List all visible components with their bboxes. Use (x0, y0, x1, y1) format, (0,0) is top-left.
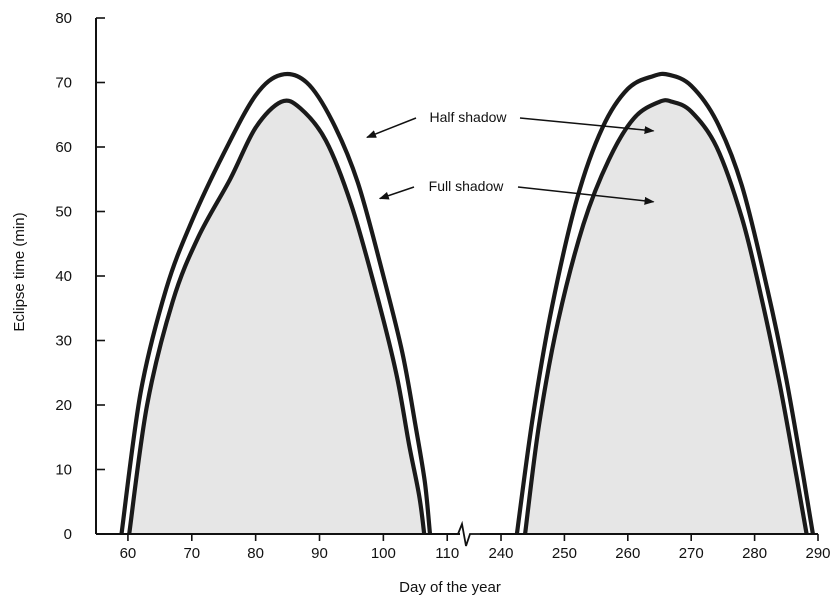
x-tick-label: 250 (552, 545, 577, 562)
axis-break-mark (457, 520, 482, 547)
x-axis-title: Day of the year (399, 579, 501, 596)
y-tick-label: 40 (55, 268, 72, 285)
axis-ticks: 0 10 20 30 40 50 60 70 80 60 70 80 90 100 110 240 250 260… (55, 10, 830, 562)
half-shadow-curve (119, 71, 433, 535)
full-shadow-fill (129, 100, 425, 535)
y-tick-label: 0 (64, 526, 72, 543)
x-tick-label: 290 (805, 545, 830, 562)
full-shadow-arrow (517, 186, 655, 205)
half-shadow-arrow (366, 117, 417, 139)
x-tick-label: 90 (311, 545, 328, 562)
full-shadow-label: Full shadow (429, 178, 505, 194)
y-axis-title: Eclipse time (min) (11, 212, 28, 331)
full-shadow-curve (523, 98, 809, 535)
x-tick-label: 280 (742, 545, 767, 562)
full-shadow-curve (127, 98, 427, 535)
half-shadow-arrow (519, 117, 655, 134)
y-tick-label: 70 (55, 75, 72, 92)
y-tick-label: 20 (55, 397, 72, 414)
full-shadow-arrow (378, 186, 415, 200)
y-tick-label: 50 (55, 204, 72, 221)
x-tick-label: 100 (371, 545, 396, 562)
shadow-fills (129, 100, 807, 535)
x-tick-label: 70 (183, 545, 200, 562)
y-tick-label: 10 (55, 462, 72, 479)
shadow-curves (119, 71, 815, 535)
annotations: Half shadow Full shadow (366, 109, 655, 205)
half-shadow-label: Half shadow (429, 109, 507, 125)
y-tick-label: 60 (55, 139, 72, 156)
x-tick-label: 60 (120, 545, 137, 562)
x-tick-label: 260 (615, 545, 640, 562)
x-tick-label: 270 (679, 545, 704, 562)
x-tick-label: 80 (247, 545, 264, 562)
x-tick-label: 110 (435, 545, 459, 562)
half-shadow-curve (514, 71, 815, 535)
y-tick-label: 30 (55, 333, 72, 350)
full-shadow-fill (525, 100, 807, 534)
y-tick-label: 80 (55, 10, 72, 27)
x-tick-label: 240 (489, 545, 514, 562)
